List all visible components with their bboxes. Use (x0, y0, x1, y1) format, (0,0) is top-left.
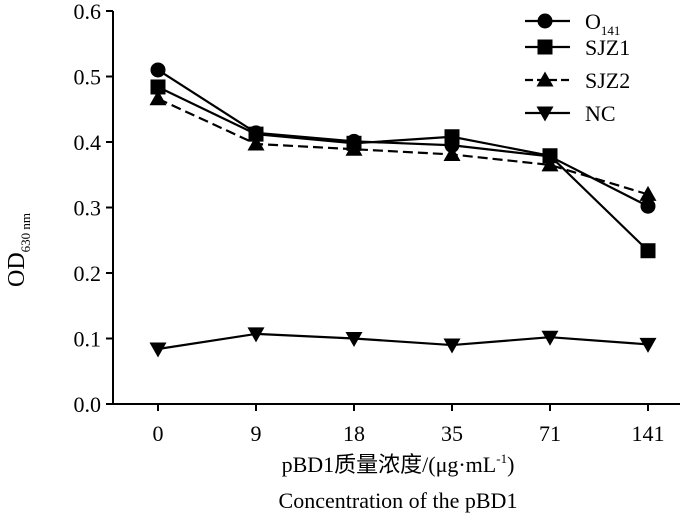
y-axis-label: OD630 nm (4, 213, 33, 287)
y-tick-label: 0.2 (74, 261, 102, 286)
x-axis-label-sup: -1 (496, 451, 507, 466)
data-point-sjz2 (639, 185, 657, 201)
series-layer (149, 62, 657, 358)
series-sjz1 (150, 79, 656, 259)
series-line-nc (157, 332, 649, 351)
axes: 0.0 0.1 0.2 0.3 0.4 0.5 0.6 0 9 18 35 71 141 (74, 0, 680, 446)
data-point-nc (247, 327, 265, 343)
x-tick-label: 141 (632, 421, 665, 446)
y-tick-label: 0.1 (74, 327, 102, 352)
data-point-o141 (640, 198, 656, 214)
legend-marker-nc (536, 106, 554, 122)
data-point-nc (639, 337, 657, 353)
y-tick-label: 0.6 (74, 0, 102, 24)
y-tick-label: 0.4 (74, 130, 102, 155)
data-point-sjz2 (541, 156, 559, 172)
x-tick-label: 18 (343, 421, 365, 446)
x-tick-label: 0 (153, 421, 164, 446)
data-point-sjz2 (443, 145, 461, 161)
x-axis-label-main: pBD1质量浓度/(μg·mL (282, 452, 497, 477)
legend-item-sjz1: SJZ1 (525, 35, 630, 60)
x-tick-label: 9 (251, 421, 262, 446)
data-point-sjz1 (542, 148, 558, 164)
x-axis-label-close: ) (507, 452, 514, 477)
x-axis-label: pBD1质量浓度/(μg·mL-1) (282, 451, 515, 477)
y-tick-label: 0.5 (74, 65, 102, 90)
data-point-nc (149, 342, 167, 358)
data-point-sjz1 (444, 129, 460, 145)
data-point-nc (541, 330, 559, 346)
data-point-nc (345, 332, 363, 347)
legend-label-sjz2: SJZ2 (585, 68, 630, 93)
series-line-sjz2 (157, 97, 649, 196)
data-point-sjz2 (345, 140, 363, 156)
data-point-sjz1 (150, 79, 166, 95)
data-point-sjz1 (248, 126, 264, 142)
x-axis-label-en: Concentration of the pBD1 (279, 488, 518, 513)
y-axis-label-sub: 630 nm (18, 213, 33, 252)
series-line-sjz1 (157, 85, 649, 252)
y-axis-label-main: OD (4, 252, 30, 287)
legend-marker-sjz2 (536, 71, 554, 87)
legend-marker-o141 (537, 13, 553, 29)
legend-item-sjz2: SJZ2 (525, 68, 630, 93)
series-sjz2 (149, 90, 657, 201)
legend-item-nc: NC (525, 101, 616, 126)
data-point-nc (443, 338, 461, 354)
series-nc (149, 327, 657, 358)
legend-item-o141: O141 (525, 9, 620, 38)
y-tick-label: 0.3 (74, 196, 102, 221)
series-o141 (150, 62, 656, 214)
data-point-sjz1 (640, 243, 656, 259)
legend-label-o141: O141 (585, 9, 620, 38)
data-point-sjz2 (149, 90, 167, 106)
legend-marker-sjz1 (537, 39, 553, 55)
x-tick-label: 71 (539, 421, 561, 446)
legend-label-nc: NC (585, 101, 616, 126)
data-point-sjz2 (247, 135, 265, 151)
data-point-o141 (150, 62, 166, 78)
x-tick-label: 35 (441, 421, 463, 446)
legend-label-sjz1: SJZ1 (585, 35, 630, 60)
series-line-o141 (157, 69, 649, 208)
y-tick-label: 0.0 (74, 392, 102, 417)
